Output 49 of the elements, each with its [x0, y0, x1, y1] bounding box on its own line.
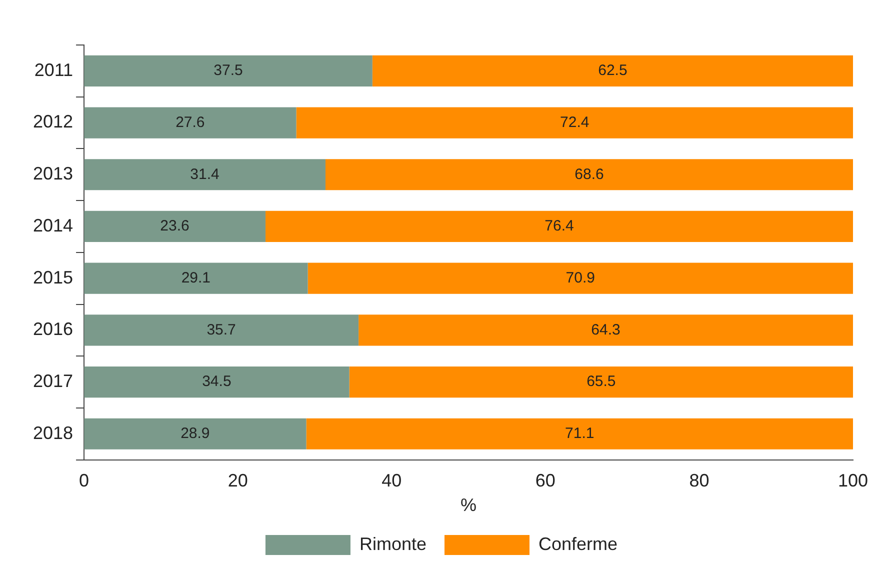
- bar: [84, 314, 359, 346]
- data-label: 34.5: [202, 373, 232, 390]
- y-tick-label: 2012: [32, 112, 74, 132]
- data-label: 68.6: [574, 166, 604, 183]
- data-label: 71.1: [565, 425, 594, 442]
- bar: [266, 210, 853, 242]
- y-tick-label: 2016: [32, 319, 74, 340]
- y-tick-label: 2017: [32, 370, 74, 391]
- data-label: 31.4: [190, 166, 220, 183]
- bar: [84, 107, 296, 138]
- data-label: 29.1: [181, 269, 211, 286]
- y-tick-label: 2014: [32, 215, 74, 236]
- bar: [349, 366, 853, 398]
- bar: [84, 159, 326, 190]
- bar: [372, 55, 853, 86]
- bar: [84, 210, 266, 242]
- y-tick-label: 2018: [32, 422, 74, 443]
- y-tick-label: 2015: [32, 267, 74, 288]
- data-label: 62.5: [598, 62, 628, 80]
- data-label: 76.4: [544, 218, 574, 235]
- legend-label: Rimonte: [359, 534, 427, 554]
- x-tick-label: 60: [535, 470, 556, 491]
- legend-label: Conferme: [538, 534, 618, 554]
- data-label: 72.4: [560, 114, 590, 131]
- data-label: 70.9: [566, 269, 596, 286]
- data-label: 28.9: [180, 425, 210, 442]
- data-label: 37.5: [214, 62, 243, 80]
- x-tick-label: 100: [838, 470, 868, 491]
- bar: [84, 55, 372, 86]
- bar: [308, 262, 853, 294]
- x-tick-label: 80: [689, 470, 710, 491]
- bar: [358, 314, 853, 346]
- x-tick-label: 0: [79, 470, 90, 491]
- bar: [84, 262, 308, 294]
- x-tick-label: 40: [382, 470, 402, 491]
- bar: [296, 107, 853, 138]
- data-label: 64.3: [591, 321, 620, 338]
- data-label: 35.7: [206, 321, 236, 338]
- bar: [325, 159, 853, 190]
- bar: [84, 366, 350, 398]
- data-label: 27.6: [176, 114, 205, 131]
- x-axis-title: %: [460, 495, 477, 516]
- x-tick-label: 20: [228, 470, 248, 491]
- data-label: 65.5: [586, 373, 616, 390]
- data-label: 23.6: [160, 218, 190, 235]
- bar: [84, 418, 306, 450]
- bar: [306, 418, 853, 450]
- y-tick-label: 2013: [32, 164, 74, 184]
- y-tick-label: 2011: [34, 60, 74, 80]
